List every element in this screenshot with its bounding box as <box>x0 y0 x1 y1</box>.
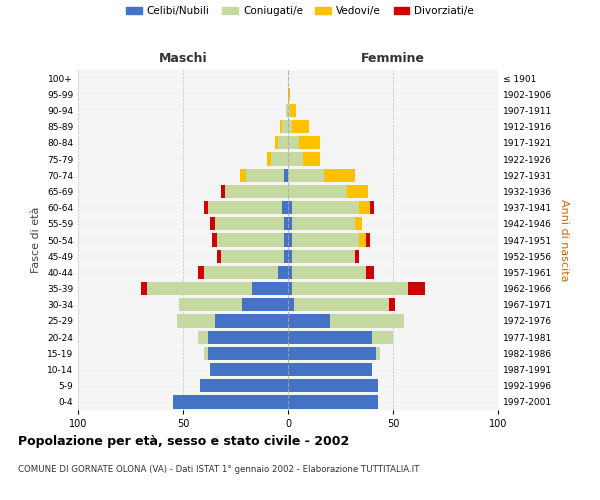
Bar <box>372 330 393 344</box>
Bar <box>179 298 242 312</box>
Bar <box>284 217 288 230</box>
Bar <box>208 201 282 214</box>
Bar <box>204 201 208 214</box>
Y-axis label: Fasce di età: Fasce di età <box>31 207 41 273</box>
Bar <box>280 120 282 134</box>
Bar <box>366 266 374 279</box>
Bar <box>211 217 215 230</box>
Text: COMUNE DI GORNATE OLONA (VA) - Dati ISTAT 1° gennaio 2002 - Elaborazione TUTTITA: COMUNE DI GORNATE OLONA (VA) - Dati ISTA… <box>18 465 419 474</box>
Bar <box>288 120 292 134</box>
Bar <box>197 266 204 279</box>
Bar <box>292 217 355 230</box>
Bar <box>173 396 288 408</box>
Bar <box>288 88 290 101</box>
Bar <box>288 104 290 117</box>
Bar <box>288 282 292 295</box>
Bar <box>376 346 380 360</box>
Bar <box>288 250 292 263</box>
Bar <box>288 168 324 182</box>
Bar <box>288 396 379 408</box>
Bar <box>288 379 379 392</box>
Bar <box>292 234 359 246</box>
Bar <box>288 152 303 166</box>
Bar <box>330 314 404 328</box>
Y-axis label: Anni di nascita: Anni di nascita <box>559 198 569 281</box>
Bar <box>282 120 288 134</box>
Bar <box>366 234 370 246</box>
Bar <box>217 234 284 246</box>
Bar <box>286 104 288 117</box>
Text: Femmine: Femmine <box>361 52 425 65</box>
Bar <box>292 282 408 295</box>
Bar <box>282 201 288 214</box>
Bar <box>208 346 288 360</box>
Bar <box>221 250 284 263</box>
Bar <box>288 363 372 376</box>
Bar <box>288 346 376 360</box>
Bar <box>347 185 368 198</box>
Bar <box>240 168 246 182</box>
Bar <box>288 314 330 328</box>
Bar <box>288 266 292 279</box>
Bar <box>292 120 309 134</box>
Bar <box>284 168 288 182</box>
Bar <box>292 250 355 263</box>
Bar <box>176 314 215 328</box>
Bar <box>299 136 320 149</box>
Bar <box>359 201 370 214</box>
Bar <box>246 168 284 182</box>
Bar <box>355 217 362 230</box>
Bar <box>271 152 288 166</box>
Bar <box>292 266 366 279</box>
Text: Popolazione per età, sesso e stato civile - 2002: Popolazione per età, sesso e stato civil… <box>18 435 349 448</box>
Bar <box>389 298 395 312</box>
Bar <box>252 282 288 295</box>
Text: Maschi: Maschi <box>158 52 208 65</box>
Bar <box>277 136 288 149</box>
Bar <box>288 201 292 214</box>
Bar <box>288 217 292 230</box>
Bar <box>200 379 288 392</box>
Bar <box>288 185 347 198</box>
Bar <box>303 152 320 166</box>
Bar <box>370 201 374 214</box>
Bar <box>408 282 425 295</box>
Bar <box>242 298 288 312</box>
Bar <box>212 234 217 246</box>
Bar <box>290 104 296 117</box>
Bar <box>204 266 277 279</box>
Bar <box>284 250 288 263</box>
Bar <box>198 330 208 344</box>
Bar <box>267 152 271 166</box>
Bar <box>277 266 288 279</box>
Bar <box>204 346 208 360</box>
Bar <box>288 330 372 344</box>
Bar <box>284 234 288 246</box>
Bar <box>215 217 284 230</box>
Legend: Celibi/Nubili, Coniugati/e, Vedovi/e, Divorziati/e: Celibi/Nubili, Coniugati/e, Vedovi/e, Di… <box>122 2 478 21</box>
Bar <box>292 201 359 214</box>
Bar <box>288 136 299 149</box>
Bar <box>275 136 277 149</box>
Bar <box>324 168 355 182</box>
Bar <box>288 234 292 246</box>
Bar <box>215 314 288 328</box>
Bar <box>221 185 225 198</box>
Bar <box>147 282 252 295</box>
Bar <box>355 250 359 263</box>
Bar <box>210 363 288 376</box>
Bar <box>208 330 288 344</box>
Bar <box>359 234 366 246</box>
Bar <box>217 250 221 263</box>
Bar <box>225 185 288 198</box>
Bar <box>295 298 389 312</box>
Bar <box>288 298 295 312</box>
Bar <box>141 282 147 295</box>
